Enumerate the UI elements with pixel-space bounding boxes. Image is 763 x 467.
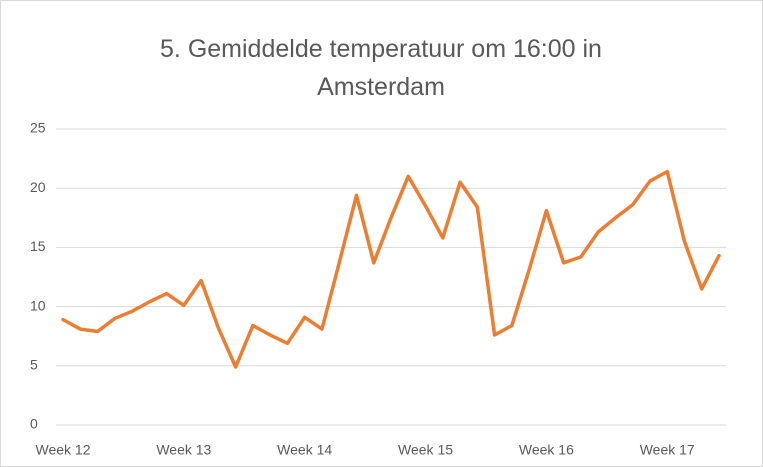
y-tick-label: 25 [30,120,46,136]
x-tick-label: Week 12 [36,442,91,458]
x-tick-label: Week 14 [277,442,332,458]
x-tick-label: Week 17 [640,442,695,458]
y-tick-label: 0 [30,416,38,432]
x-tick-label: Week 15 [398,442,453,458]
y-tick-label: 20 [30,179,46,195]
line-series [61,169,721,369]
y-tick-label: 5 [30,357,38,373]
y-tick-label: 15 [30,238,46,254]
x-tick-label: Week 13 [156,442,211,458]
y-tick-label: 10 [30,297,46,313]
x-tick-label: Week 16 [519,442,574,458]
chart-title: 5. Gemiddelde temperatuur om 16:00 in Am… [160,35,602,101]
